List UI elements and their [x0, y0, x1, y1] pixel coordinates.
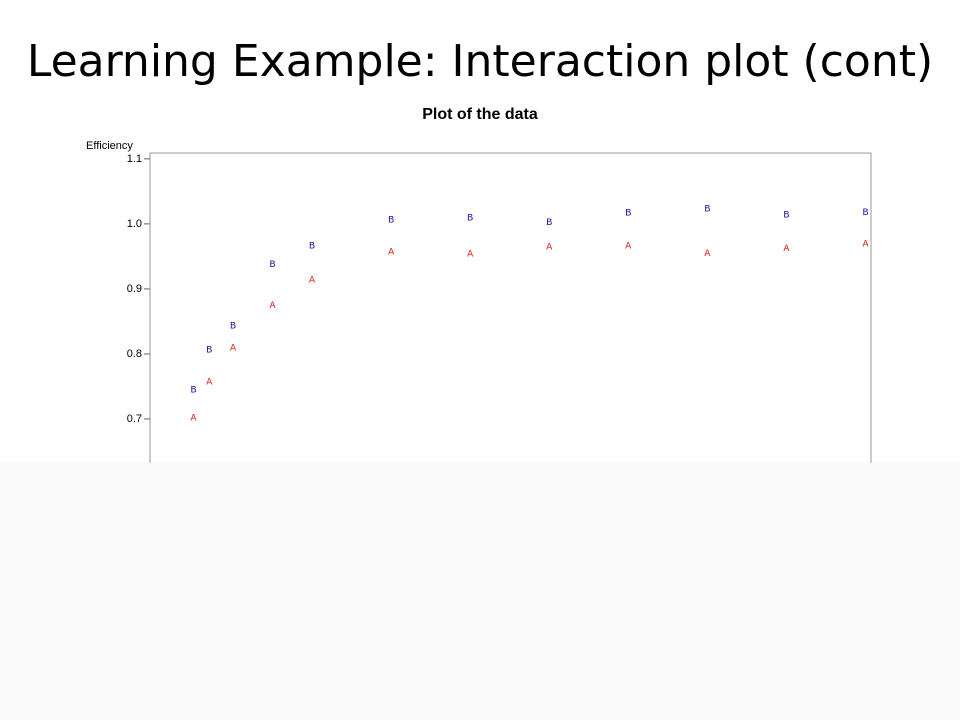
point: B [783, 210, 789, 221]
y-tick-label: 1.0 [127, 218, 142, 230]
point: B [190, 385, 196, 396]
point: A [270, 301, 276, 312]
y-tick-label: 0.7 [127, 413, 142, 425]
chart-title: Plot of the data [422, 106, 538, 123]
point: B [388, 216, 394, 227]
point: A [625, 242, 631, 253]
point: B [230, 322, 236, 333]
y-axis-label: Efficiency [86, 140, 133, 152]
point: A [388, 247, 394, 258]
point: A [190, 413, 196, 424]
y-tick-label: 0.8 [127, 348, 142, 360]
overlay [0, 463, 960, 720]
slide-title: Learning Example: Interaction plot (cont… [27, 36, 933, 87]
point: B [206, 346, 212, 357]
point: B [862, 208, 868, 219]
point: B [309, 242, 315, 253]
point: A [704, 249, 710, 260]
point: B [704, 205, 710, 216]
plot-frame [149, 152, 872, 494]
point: B [625, 208, 631, 219]
y-tick-label: 0.9 [127, 283, 142, 295]
y-tick-label: 1.1 [127, 153, 142, 165]
point: A [206, 378, 212, 389]
point: B [546, 218, 552, 229]
point: A [862, 240, 868, 251]
point: B [467, 214, 473, 225]
point: B [270, 260, 276, 271]
point: A [467, 249, 473, 260]
point: A [309, 275, 315, 286]
point: A [546, 242, 552, 253]
point: A [230, 344, 236, 355]
point: A [783, 244, 789, 255]
